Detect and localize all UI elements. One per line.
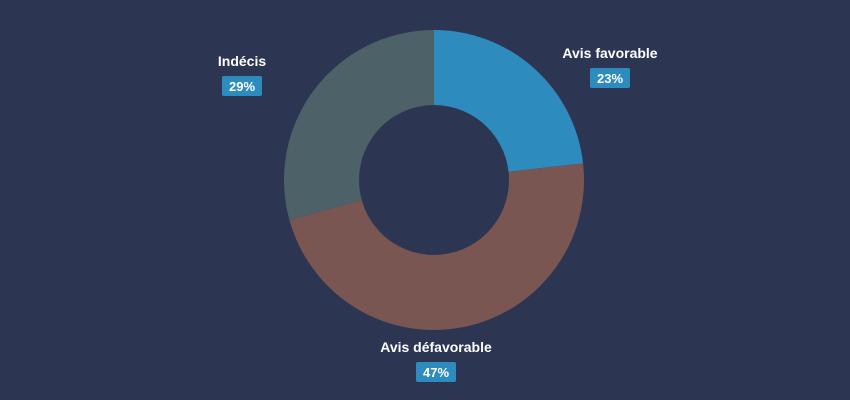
percent-badge — [590, 68, 630, 88]
slice-label: Indécis — [218, 53, 266, 69]
donut-hole — [359, 105, 509, 255]
slice-labels: Avis favorable 23% Avis défavorable 47% Indé… — [218, 45, 658, 382]
slice-label: Avis favorable — [562, 45, 657, 61]
percent-label: 47% — [423, 365, 449, 380]
percent-badge — [222, 76, 262, 96]
percent-label: 29% — [229, 79, 255, 94]
percent-badge — [416, 362, 456, 382]
slice-label: Avis défavorable — [380, 339, 492, 355]
percent-label: 23% — [597, 71, 623, 86]
